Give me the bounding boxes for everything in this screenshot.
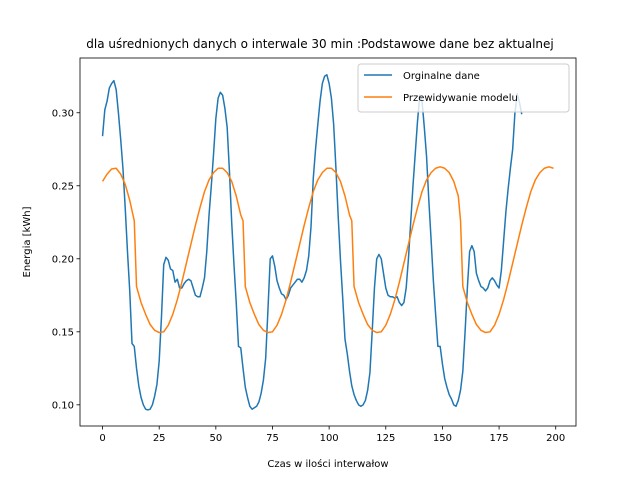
x-tick-label: 175 (490, 433, 509, 444)
x-tick-label: 75 (266, 433, 279, 444)
y-tick-label: 0.10 (52, 400, 74, 411)
x-tick-label: 200 (546, 433, 565, 444)
series-layer (101, 74, 554, 411)
y-tick-label: 0.30 (52, 108, 74, 119)
chart-title: dla uśrednionych danych o interwale 30 m… (86, 37, 554, 51)
x-tick-label: 50 (209, 433, 222, 444)
y-tick-label: 0.15 (52, 327, 74, 338)
legend-label-przewidywanie-modelu: Przewidywanie modelu (403, 93, 518, 104)
y-axis-label: Energia [kWh] (22, 206, 33, 277)
y-tick-label: 0.20 (52, 254, 74, 265)
legend-box (357, 63, 570, 113)
legend-label-orginalne-dane: Orginalne dane (403, 71, 480, 82)
x-axis-ticks: 0 25 50 75 100 125 150 175 200 (99, 426, 565, 444)
legend: Orginalne dane Przewidywanie modelu (357, 63, 570, 113)
x-tick-label: 25 (153, 433, 166, 444)
plot-area: 0 25 50 75 100 125 150 175 200 0.100.150.200.250… (52, 57, 577, 444)
series-line-przewidywanie-modelu (101, 166, 554, 334)
series-line-orginalne-dane (101, 74, 523, 411)
x-tick-label: 150 (433, 433, 452, 444)
y-tick-label: 0.25 (52, 181, 74, 192)
x-tick-label: 100 (320, 433, 339, 444)
x-tick-label: 0 (99, 433, 105, 444)
y-axis-ticks: 0.10 0.15 0.20 0.25 0.30 (52, 108, 80, 411)
x-tick-label: 125 (376, 433, 395, 444)
x-axis-label: Czas w ilości interwałow (267, 458, 388, 470)
plot-frame (79, 57, 577, 427)
